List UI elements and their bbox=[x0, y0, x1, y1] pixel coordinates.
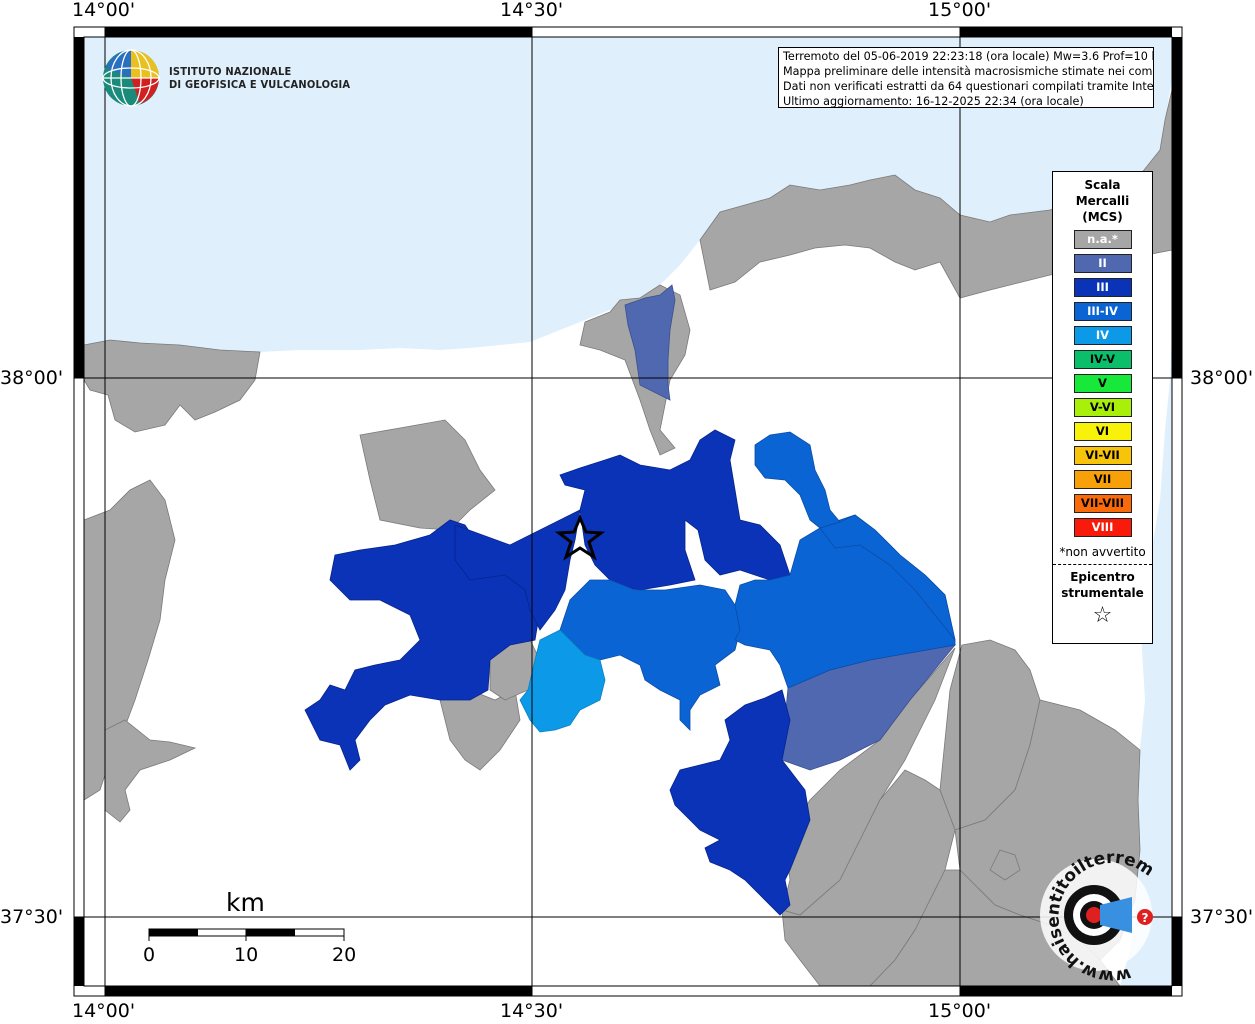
legend-item: III bbox=[1073, 278, 1132, 297]
scalebar-label-10: 10 bbox=[234, 944, 259, 966]
legend-title-line2: Mercalli bbox=[1075, 194, 1130, 208]
bottom-tick-14-30: 14°30' bbox=[500, 1000, 564, 1022]
scale-bar bbox=[148, 928, 345, 941]
legend-item: VII-VIII bbox=[1073, 494, 1132, 513]
bottom-tick-14-00: 14°00' bbox=[72, 1000, 136, 1022]
legend-item: VI bbox=[1073, 422, 1132, 441]
ingv-logo-globe bbox=[102, 49, 160, 107]
legend-separator bbox=[1053, 564, 1152, 565]
ingv-logo-line2: DI GEOFISICA E VULCANOLOGIA bbox=[169, 78, 351, 91]
legend-items: n.a.* II III III-IV IV IV-V V V-VI VI VI-VII VII VI… bbox=[1053, 230, 1152, 537]
legend-item: n.a.* bbox=[1073, 230, 1132, 249]
ingv-logo-text: ISTITUTO NAZIONALE DI GEOFISICA E VULCAN… bbox=[169, 65, 350, 91]
intensity-iii-iv-areas bbox=[559, 431, 956, 731]
ionian-sea bbox=[1120, 330, 1172, 986]
legend-epicenter-line1: Epicentro bbox=[1070, 570, 1135, 584]
top-tick-15-00: 15°00' bbox=[928, 0, 992, 21]
event-info-line1: Terremoto del 05-06-2019 22:23:18 (ora l… bbox=[783, 50, 1154, 63]
event-info-box: Terremoto del 05-06-2019 22:23:18 (ora l… bbox=[778, 47, 1154, 108]
bottom-tick-15-00: 15°00' bbox=[928, 1000, 992, 1022]
left-tick-38-00: 38°00' bbox=[0, 367, 64, 389]
scalebar-label-20: 20 bbox=[332, 944, 357, 966]
watermark-text: www.haisentitoilterremoto.it bbox=[0, 0, 1157, 986]
legend-item: V bbox=[1073, 374, 1132, 393]
map-border bbox=[73, 26, 1183, 997]
scalebar-unit: km bbox=[226, 888, 265, 917]
legend-title-line1: Scala bbox=[1084, 178, 1121, 192]
legend-epicenter-star-icon: ☆ bbox=[1092, 603, 1113, 628]
event-info-line2: Mappa preliminare delle intensità macros… bbox=[783, 65, 1154, 78]
intensity-iii-areas bbox=[304, 429, 811, 916]
epicenter-star bbox=[554, 514, 606, 561]
top-tick-14-30: 14°30' bbox=[500, 0, 564, 21]
legend-item: VII bbox=[1073, 470, 1132, 489]
tyrrhenian-sea bbox=[84, 37, 1172, 352]
left-tick-37-30: 37°30' bbox=[0, 906, 64, 928]
legend-item: V-VI bbox=[1073, 398, 1132, 417]
legend-item: VIII bbox=[1073, 518, 1132, 537]
legend-title: Scala Mercalli (MCS) bbox=[1053, 177, 1152, 225]
legend-note: *non avvertito bbox=[1059, 545, 1146, 559]
right-tick-38-00: 38°00' bbox=[1190, 367, 1254, 389]
legend-epicenter-line2: strumentale bbox=[1061, 586, 1144, 600]
intensity-iv-area bbox=[519, 629, 606, 733]
haisentito-logo: ? bbox=[1040, 859, 1153, 971]
coordinate-grid bbox=[74, 27, 1182, 996]
svg-text:?: ? bbox=[1142, 911, 1149, 925]
legend-epicenter-label: Epicentro strumentale bbox=[1053, 569, 1152, 601]
legend-item: III-IV bbox=[1073, 302, 1132, 321]
event-info-line4: Ultimo aggiornamento: 16-12-2025 22:34 (… bbox=[783, 95, 1084, 108]
legend-item: IV-V bbox=[1073, 350, 1132, 369]
intensity-legend: Scala Mercalli (MCS) n.a.* II III III-IV IV I… bbox=[1052, 171, 1153, 644]
legend-item: VI-VII bbox=[1073, 446, 1132, 465]
legend-item: II bbox=[1073, 254, 1132, 273]
legend-item: IV bbox=[1073, 326, 1132, 345]
scalebar-label-0: 0 bbox=[143, 944, 156, 966]
legend-title-line3: (MCS) bbox=[1082, 210, 1123, 224]
event-info-line3: Dati non verificati estratti da 64 quest… bbox=[783, 80, 1154, 93]
top-tick-14-00: 14°00' bbox=[72, 0, 136, 21]
ingv-logo-line1: ISTITUTO NAZIONALE bbox=[169, 65, 292, 78]
right-tick-37-30: 37°30' bbox=[1190, 906, 1254, 928]
